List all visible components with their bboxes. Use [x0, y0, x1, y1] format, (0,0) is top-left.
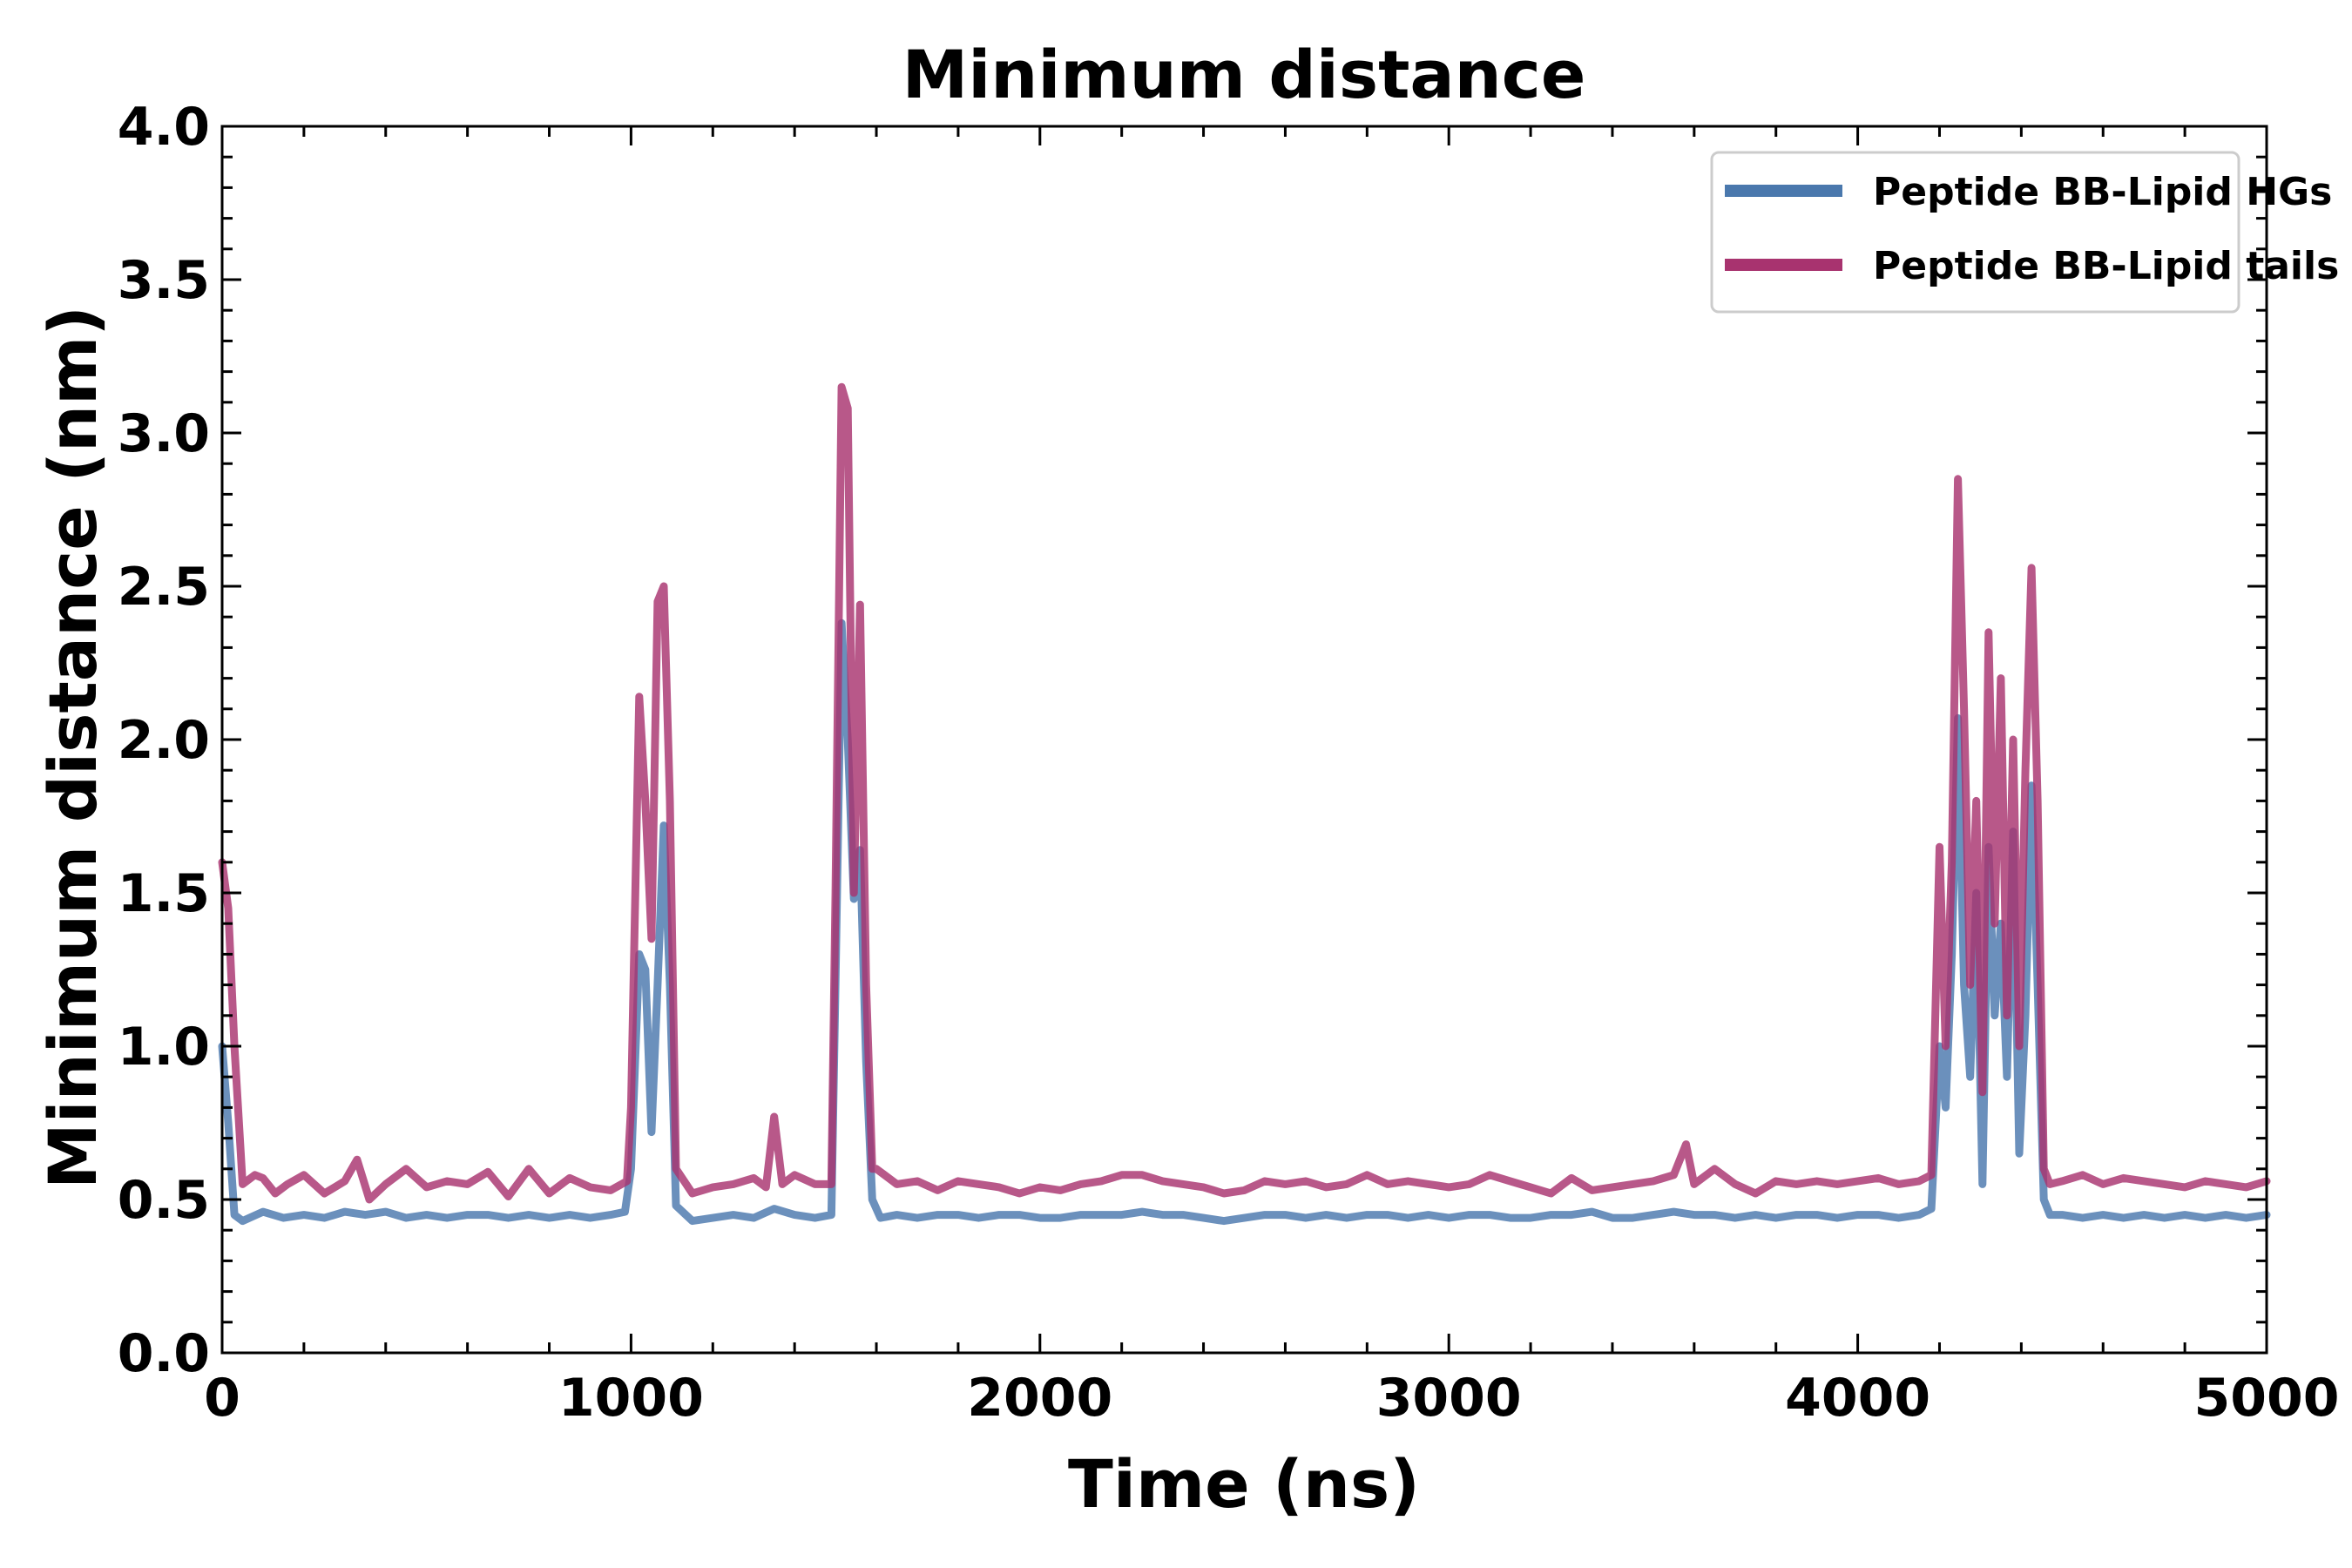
y-tick-label: 4.0	[118, 97, 210, 158]
y-tick-label: 0.0	[118, 1323, 210, 1384]
legend-box	[1710, 151, 2240, 314]
y-tick-label: 3.0	[118, 403, 210, 464]
y-tick-label: 1.5	[118, 863, 210, 924]
y-tick-label: 1.0	[118, 1017, 210, 1078]
x-tick-label: 2000	[967, 1368, 1112, 1429]
legend-label-hgs: Peptide BB-Lipid HGs	[1873, 170, 2332, 214]
y-tick-label: 0.5	[118, 1170, 210, 1231]
y-tick-label: 2.5	[118, 557, 210, 618]
x-tick-label: 4000	[1785, 1368, 1930, 1429]
plot-frame	[220, 125, 2268, 1355]
series-line-1	[218, 382, 2271, 1204]
tick-labels: 0 1000 2000 3000 4000 5000 0.0 0.5 1.0 1.5 2.0 2.5 3…	[118, 97, 2340, 1429]
y-tick-label: 3.5	[118, 250, 210, 311]
x-tick-label: 3000	[1376, 1368, 1522, 1429]
y-tick-label: 2.0	[118, 710, 210, 771]
chart-title: Minimum distance	[902, 36, 1586, 113]
y-axis-label: Minimum distance (nm)	[34, 306, 112, 1189]
legend-label-tails: Peptide BB-Lipid tails	[1873, 244, 2339, 288]
legend: Peptide BB-Lipid HGs Peptide BB-Lipid ta…	[1710, 151, 2339, 314]
x-axis-label: Time (ns)	[1068, 1445, 1420, 1523]
x-tick-label: 1000	[558, 1368, 704, 1429]
plot-lines	[218, 382, 2271, 1226]
x-tick-label: 0	[204, 1368, 240, 1429]
x-tick-label: 5000	[2194, 1368, 2340, 1429]
